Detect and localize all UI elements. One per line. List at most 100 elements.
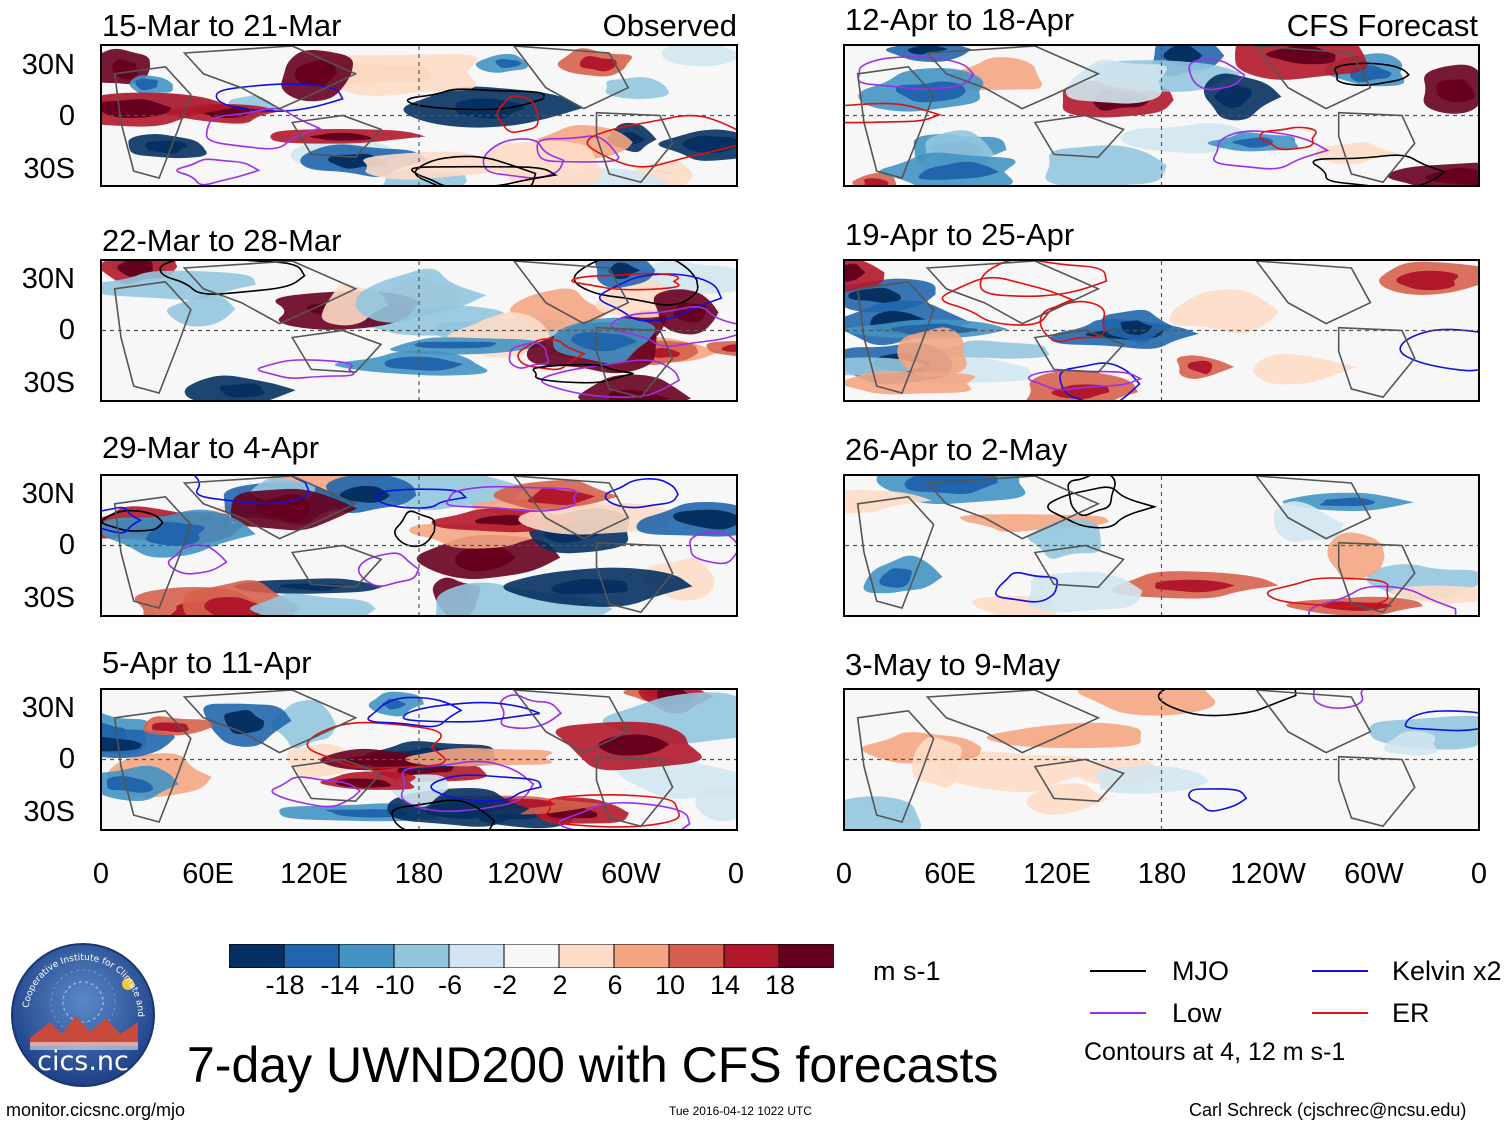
colorbar-swatch xyxy=(283,944,340,968)
colorbar-swatch xyxy=(229,944,285,968)
coastline xyxy=(513,261,630,325)
lat-label-30s: 30S xyxy=(23,796,75,828)
footer-author[interactable]: Carl Schreck (cjschrec@ncsu.edu) xyxy=(1189,1100,1467,1120)
wind-anomaly-core xyxy=(102,736,142,752)
contour-note: Contours at 4, 12 m s-1 xyxy=(1084,1038,1346,1066)
coastline xyxy=(1033,758,1125,803)
anomaly-contour xyxy=(102,506,143,534)
legend-label-low: Low xyxy=(1172,998,1222,1028)
wind-anomaly-core xyxy=(721,344,736,352)
lat-label-30n: 30N xyxy=(21,263,75,295)
colorbar-tick: -14 xyxy=(320,970,360,1000)
coastline xyxy=(595,541,674,614)
wind-anomaly-core xyxy=(346,753,408,767)
colorbar-tick: 18 xyxy=(764,970,796,1000)
coastline xyxy=(182,261,358,325)
wind-anomaly-core xyxy=(495,58,522,68)
wind-anomaly-core xyxy=(1051,384,1110,400)
wind-anomaly-core xyxy=(598,734,670,756)
panel-title-7: 26-Apr to 2-May xyxy=(845,432,1068,467)
anomaly-contour xyxy=(558,801,691,829)
legend-label-mjo: MJO xyxy=(1172,956,1229,986)
lat-label-30n: 30N xyxy=(21,49,75,81)
lat-label-0: 0 xyxy=(58,529,75,561)
colorbar-tick: 10 xyxy=(654,970,686,1000)
colorbar-tick: -6 xyxy=(437,970,462,1000)
wind-anomaly-core xyxy=(848,287,901,304)
coastline xyxy=(1255,261,1372,325)
anomaly-contour xyxy=(215,83,344,113)
wind-anomaly-core xyxy=(309,132,372,141)
wind-anomaly-core xyxy=(455,545,516,572)
wind-anomaly-core xyxy=(325,809,408,818)
coastline xyxy=(290,544,383,589)
wind-anomaly-core xyxy=(918,161,1000,180)
coastline xyxy=(182,476,358,540)
wind-anomaly-core xyxy=(204,596,265,615)
lat-label-30s: 30S xyxy=(23,153,75,185)
legend-label-kelvin: Kelvin x2 xyxy=(1392,956,1502,986)
coastline xyxy=(925,690,1101,754)
legend-line-mjo xyxy=(1090,970,1146,972)
anomaly-contour xyxy=(406,88,545,111)
wind-anomaly-core xyxy=(907,46,949,55)
footer-url[interactable]: monitor.cicsnc.org/mjo xyxy=(6,1100,186,1120)
wind-anomaly-area xyxy=(435,582,613,615)
wind-anomaly-area xyxy=(167,293,236,327)
wind-anomaly-core xyxy=(1155,579,1235,593)
wind-anomaly-area xyxy=(661,46,736,67)
panel-title-8: 3-May to 9-May xyxy=(845,647,1061,682)
coastline xyxy=(513,476,630,540)
wind-anomaly-core xyxy=(117,261,153,277)
anomaly-contour xyxy=(1067,476,1116,517)
anomaly-contour xyxy=(193,476,310,505)
panel-title-4: 5-Apr to 11-Apr xyxy=(102,645,312,680)
panel-title-3: 29-Mar to 4-Apr xyxy=(102,430,320,465)
anomaly-contour xyxy=(517,338,586,371)
coastline xyxy=(1337,755,1416,828)
anomaly-contour xyxy=(400,760,535,813)
lat-label-30s: 30S xyxy=(23,582,75,614)
map-canvas xyxy=(845,46,1478,185)
anomaly-contour xyxy=(271,776,362,808)
anomaly-contour xyxy=(159,261,306,295)
lon-label-180: 180 xyxy=(1137,858,1187,890)
coastline xyxy=(595,111,674,184)
wind-anomaly-area xyxy=(706,341,736,357)
lat-label-30n: 30N xyxy=(21,692,75,724)
coastline xyxy=(595,755,674,828)
coastline xyxy=(513,46,630,110)
anomaly-contour xyxy=(542,793,681,828)
wind-anomaly-core xyxy=(414,341,497,349)
lon-label-60w: 60W xyxy=(1344,858,1404,890)
anomaly-contour xyxy=(306,721,446,769)
wind-anomaly-area xyxy=(249,593,376,615)
wind-anomaly-core xyxy=(1424,168,1478,185)
lat-label-0: 0 xyxy=(58,743,75,775)
map-canvas xyxy=(845,261,1478,400)
map-canvas xyxy=(102,261,736,400)
wind-anomaly-area xyxy=(1169,289,1279,334)
lon-label-60e: 60E xyxy=(182,858,234,890)
main-title: 7-day UWND200 with CFS forecasts xyxy=(187,1037,999,1093)
wind-anomaly-core xyxy=(112,59,138,80)
lon-label-120e: 120E xyxy=(280,858,348,890)
anomaly-contour xyxy=(845,102,942,124)
wind-anomaly-core xyxy=(672,509,736,530)
wind-anomaly-area xyxy=(897,327,967,378)
lon-label-180: 180 xyxy=(394,858,444,890)
map-panel-4 xyxy=(100,688,738,831)
anomaly-contour xyxy=(979,261,1108,298)
wind-anomaly-core xyxy=(1187,360,1213,375)
colorbar xyxy=(229,944,834,968)
lon-label-60w: 60W xyxy=(601,858,661,890)
anomaly-contour xyxy=(571,272,680,291)
wind-anomaly-core xyxy=(474,515,533,526)
wind-anomaly-area xyxy=(845,490,933,514)
anomaly-contour xyxy=(414,155,537,185)
anomaly-contour xyxy=(1188,57,1246,91)
lat-label-30n: 30N xyxy=(21,478,75,510)
colorbar-tick: -2 xyxy=(492,970,517,1000)
logo-wordmark: cics.nc xyxy=(37,1046,129,1077)
anomaly-contour xyxy=(410,165,558,185)
